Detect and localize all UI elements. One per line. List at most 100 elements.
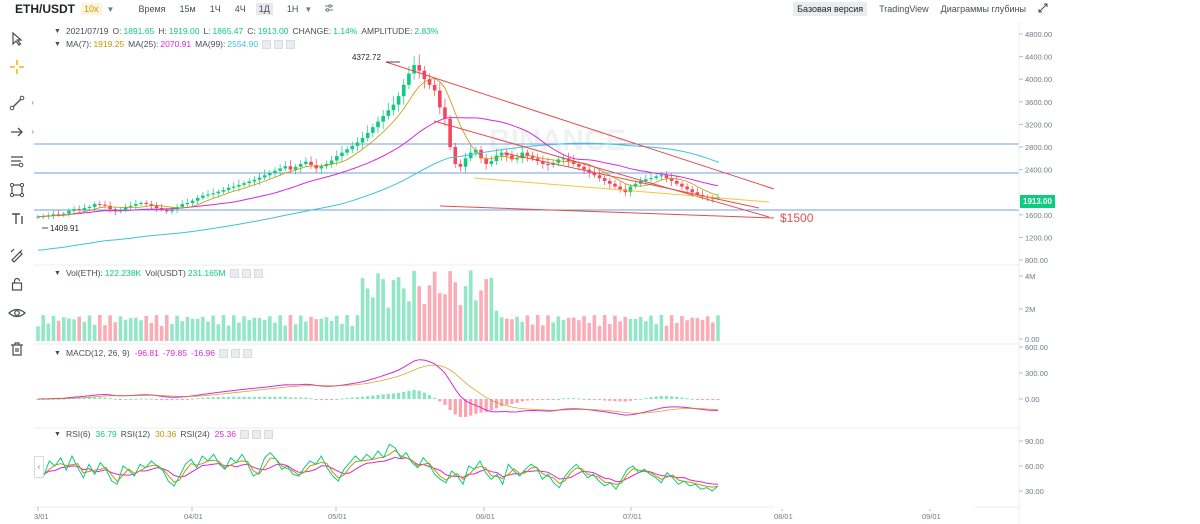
candle-body [535,158,540,162]
volume-bar [365,288,370,341]
macd-histogram-bar [536,399,540,401]
chart-canvas[interactable]: BINANCE 4800.00 4400.00 4000.00 3600.00 3200… [34,22,1060,524]
settings-icon[interactable] [262,39,272,49]
candle-body [103,204,107,206]
visibility-icon[interactable] [241,268,251,278]
pattern-icon[interactable] [6,179,28,201]
volume-bar [674,322,679,341]
volume-bar [608,324,612,341]
fib-icon[interactable] [6,150,28,172]
candle-body [685,186,689,190]
timeframe-4h[interactable]: 4Ч [234,4,246,14]
timeframe-15m[interactable]: 15м [179,4,196,14]
macd-histogram-bar [268,396,272,399]
open-value: 1891.65 [123,26,155,36]
close-icon[interactable] [253,268,263,278]
scroll-left-icon[interactable]: ‹ [34,456,44,478]
price-tick-label: 4400.00 [1025,53,1052,62]
settings-icon[interactable] [229,268,239,278]
candle-body [432,84,437,91]
visibility-icon[interactable] [251,429,261,439]
volume-bar [638,316,643,341]
price-tick-label: 4800.00 [1025,30,1052,39]
candle-body [201,195,205,198]
view-tradingview-button[interactable]: TradingView [879,4,929,14]
view-basic-button[interactable]: Базовая версия [793,2,868,16]
candle-body [123,206,128,210]
volume-bar [546,315,550,341]
trash-icon[interactable] [6,338,28,360]
high-value: 1919.00 [168,26,200,36]
symbol-title[interactable]: ETH/USDT [15,2,75,16]
volume-bar [484,279,488,341]
candle-body [468,152,473,159]
candle-body [571,161,576,164]
text-icon[interactable] [6,208,28,230]
candle-body [98,204,102,206]
volume-bar [711,322,715,341]
cursor-icon[interactable] [6,28,28,50]
volume-bar [355,315,360,341]
settings-icon[interactable] [239,429,249,439]
expand-icon[interactable] [1038,3,1048,15]
candle-body [283,166,288,169]
ma7-value: 1919.25 [93,39,125,49]
timeframe-1h[interactable]: 1Ч [209,4,221,14]
candle-body [77,209,82,211]
close-icon[interactable] [263,429,273,439]
volume-bar [541,325,545,341]
legend-collapse-icon[interactable]: ▼ [54,430,61,438]
crosshair-icon[interactable] [6,56,28,78]
volume-tick-label: 4M [1025,272,1035,281]
macd-histogram-bar [433,397,437,399]
macd-histogram-bar [335,399,339,400]
brush-icon[interactable] [6,244,28,266]
obscured-region [774,454,974,509]
time-tick-label: 07/01 [623,512,642,521]
volume-bar [700,319,705,341]
timeframe-1w[interactable]: 1Н [286,4,299,14]
chevron-right-icon[interactable]: › [31,127,34,136]
macd-histogram-bar [41,398,45,400]
eye-icon[interactable] [6,302,28,324]
close-icon[interactable] [286,39,296,49]
indicator-settings-icon[interactable] [324,3,334,15]
ma25-line [37,117,719,218]
macd-histogram-bar [659,395,663,399]
volume-bar [159,325,164,341]
volume-bar [376,273,380,341]
legend-collapse-icon[interactable]: ▼ [54,40,61,48]
volume-bar [98,315,102,341]
chevron-right-icon[interactable]: › [31,98,34,107]
volume-bar [396,277,401,341]
volume-bar [690,317,695,341]
candle-body [360,137,365,143]
volume-bar [118,316,123,341]
macd-histogram-bar [391,393,396,399]
view-depth-button[interactable]: Диаграммы глубины [940,4,1026,14]
macd-histogram-bar [149,398,153,400]
rsi12-value: 30.36 [155,429,177,439]
settings-icon[interactable] [219,348,229,358]
legend-collapse-icon[interactable]: ▼ [54,27,61,35]
chevron-down-icon[interactable]: ▼ [106,4,115,14]
visibility-icon[interactable] [274,39,284,49]
visibility-icon[interactable] [231,348,241,358]
chevron-down-icon[interactable]: ▼ [304,4,313,14]
volume-bar [154,315,159,341]
legend-collapse-icon[interactable]: ▼ [54,269,61,277]
macd-histogram-bar [654,396,658,399]
candle-body [365,132,370,138]
lock-icon[interactable] [6,273,28,295]
timeframe-time[interactable]: Время [138,4,166,14]
timeframe-1d[interactable]: 1Д [255,3,273,15]
candle-body [195,197,200,201]
arrow-line-icon[interactable]: › [6,121,34,143]
leverage-badge[interactable]: 10x [81,3,102,15]
close-icon[interactable] [243,348,253,358]
legend-collapse-icon[interactable]: ▼ [54,349,61,357]
macd-histogram-bar [494,399,499,409]
trendline-icon[interactable]: › [6,92,34,114]
macd-histogram-bar [278,396,282,399]
chart-area[interactable]: BINANCE 4800.00 4400.00 4000.00 3600.00 3200… [34,22,1060,524]
